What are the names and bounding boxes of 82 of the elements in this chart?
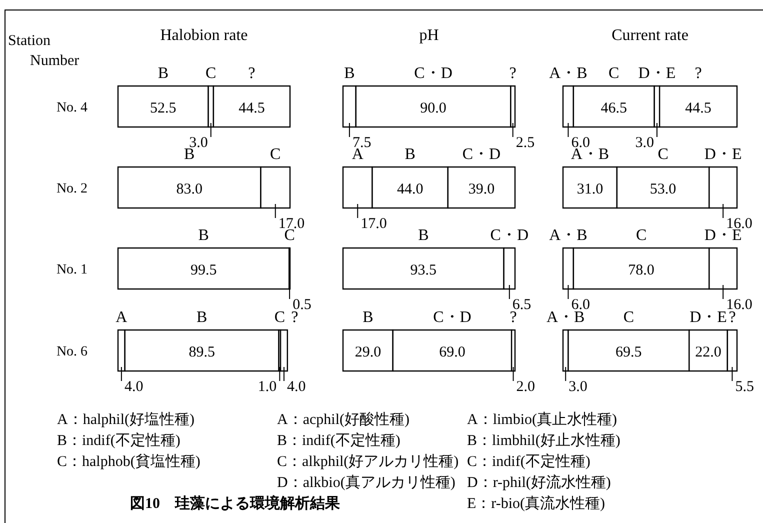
chart-title: Current rate [612,27,688,44]
text: E：r-bio(真流水性種) [467,495,606,512]
data-label: 99.5 [190,262,217,278]
series-label: C [608,65,620,82]
text: A：limbio(真止水性種) [467,411,617,428]
data-label: 93.5 [410,262,437,278]
series-label: B [158,65,168,82]
data-label: 4.0 [286,379,306,395]
text: B [198,227,209,244]
text: ? [291,309,298,326]
text: B [196,309,208,326]
text: B [184,146,195,163]
text: A・B [549,227,588,244]
series-label: B [344,65,355,82]
text: C・D [490,227,529,244]
data-label: 69.0 [439,344,466,360]
data-label: 4.0 [124,379,144,395]
caption: 図10 珪藻による環境解析結果 [130,494,341,512]
series-label: A [352,146,364,163]
text: C [623,309,634,326]
text: C [274,309,286,326]
y-tick-label: No. 6 [56,344,88,360]
y-axis-title: Station Number [8,33,80,69]
data-label: 1.0 [258,379,277,395]
data-label: 29.0 [354,344,382,360]
text: C：alkphil(好アルカリ性種) [277,453,459,470]
text: A：halphil(好塩性種) [57,411,194,428]
data-label: 31.0 [576,182,604,198]
data-label: 53.0 [650,182,676,198]
data-label: 46.5 [600,100,628,116]
text: B：indif(不定性種) [277,432,400,449]
series-label: ? [694,65,702,82]
text: C [658,146,668,163]
legend-label: C・D [462,146,501,163]
text: B [404,146,416,163]
data-label: 2.0 [516,379,536,395]
data-label: 83.0 [176,182,203,198]
series-label: A [116,309,128,326]
data-label: 44.5 [685,100,712,116]
text: B [362,309,374,326]
text: C・D [414,65,452,82]
data-label: 44.5 [238,100,265,116]
text: ? [510,309,517,326]
y-tick-label: No. 1 [56,262,88,278]
chart-title: pH [419,27,440,44]
text: D・E [638,65,676,82]
data-label: 3.0 [635,135,654,151]
text: C [636,227,647,244]
text: A：acphil(好酸性種) [277,411,410,428]
y-tick-label: No. 2 [56,182,88,196]
data-label: 78.0 [628,262,654,278]
text: C・D [433,309,472,326]
data-label: 5.5 [735,379,754,395]
series-label: ? [509,65,516,82]
text: C：halphob(貧塩性種) [57,453,200,470]
text: B：limbhil(好止水性種) [467,432,620,449]
data-label: 69.5 [616,344,642,360]
text: ? [728,309,736,326]
text: D・E [704,146,742,163]
data-label: 17.0 [360,216,387,232]
text: B [418,227,429,244]
series-label: D・E [690,309,727,326]
data-label: 89.5 [188,344,215,360]
chart-title: Halobion rate [160,27,248,44]
text: D：alkbio(真アルカリ性種) [277,474,456,491]
series-label: A・B [570,146,610,163]
series-label: C [270,146,281,163]
data-label: 52.5 [150,100,176,116]
data-label: 2.5 [516,135,535,151]
text: A・B [549,65,588,82]
text: C [206,65,216,82]
series-label: ? [248,65,256,82]
text: D：r-phil(好流水性種) [467,474,611,491]
data-label: 22.0 [695,344,722,360]
text: B：indif(不定性種) [57,432,180,449]
text: D・E [704,227,742,244]
data-label: 39.0 [468,182,495,198]
text: C：indif(不定性種) [467,453,590,470]
y-tick-label: No. 4 [56,100,88,116]
data-label: 90.0 [420,100,446,116]
data-label: 3.0 [568,379,588,395]
data-label: 44.0 [396,182,424,198]
